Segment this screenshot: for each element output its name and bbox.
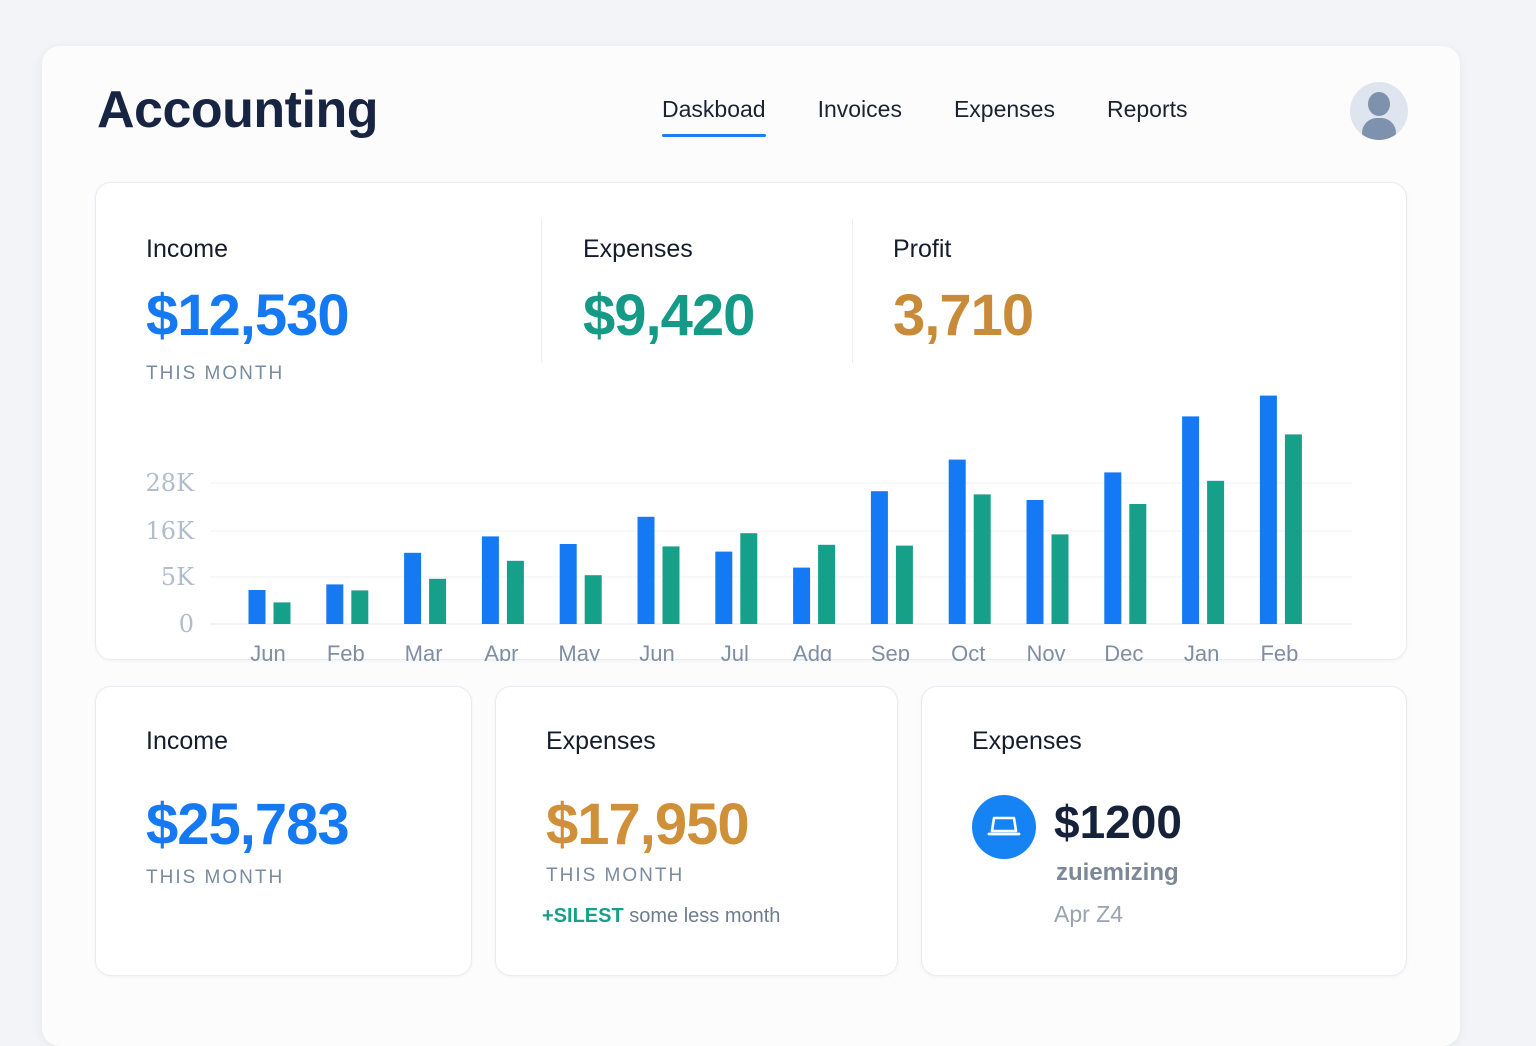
expenses-label: Expenses	[583, 235, 693, 263]
expenses-bar[interactable]	[895, 545, 913, 624]
latest-expense-date: Apr Z4	[1054, 901, 1124, 927]
expenses-bar[interactable]	[1284, 434, 1302, 624]
expenses-bar[interactable]	[662, 546, 680, 624]
income-bar[interactable]	[1026, 500, 1044, 624]
overview-card: Income $12,530 THIS MONTH Expenses $9,42…	[95, 182, 1407, 661]
nav-item-reports[interactable]: Reports	[1106, 96, 1188, 122]
profit-value: 3,710	[893, 283, 1034, 348]
latest-expense-card: Expenses $1200 zuiemizing Apr Z4	[921, 686, 1407, 976]
x-tick-label: Jan	[1184, 641, 1219, 661]
app-title: Accounting	[97, 81, 378, 139]
income-value: $12,530	[146, 283, 350, 348]
y-tick-label: 0	[179, 610, 194, 638]
y-tick-label: 16K	[146, 517, 196, 545]
income-card-label: Income	[146, 727, 228, 755]
income-card: Income $25,783 THIS MONTH	[95, 686, 472, 976]
nav-item-dashboard[interactable]: Daskboad	[662, 96, 766, 137]
nav-item-invoices[interactable]: Invoices	[817, 96, 902, 122]
x-tick-label: Jul	[721, 641, 749, 661]
x-tick-label: Adg	[793, 641, 832, 661]
income-bar[interactable]	[1182, 416, 1200, 624]
user-avatar-icon[interactable]	[1350, 82, 1408, 140]
expenses-card-note: +SILEST some less month	[542, 905, 780, 928]
expenses-bar[interactable]	[973, 494, 991, 624]
x-tick-label: May	[558, 641, 600, 661]
laptop-icon	[972, 795, 1036, 859]
latest-expense-label: Expenses	[972, 727, 1082, 755]
expenses-card: Expenses $17,950 THIS MONTH +SILEST some…	[495, 686, 898, 976]
expenses-card-period: THIS MONTH	[546, 865, 685, 886]
profit-stat: Profit 3,710	[893, 235, 1034, 349]
note-highlight: +SILEST	[542, 905, 624, 927]
expenses-bar[interactable]	[584, 575, 602, 624]
latest-expense-amount: $1200	[1054, 796, 1182, 848]
divider	[541, 219, 542, 363]
expenses-card-value: $17,950	[546, 792, 750, 857]
income-bar[interactable]	[793, 567, 811, 624]
income-bar[interactable]	[637, 516, 655, 624]
x-tick-label: Feb	[327, 641, 365, 661]
x-tick-label: Sep	[871, 641, 910, 661]
income-card-value: $25,783	[146, 792, 350, 857]
x-tick-label: Nov	[1026, 641, 1065, 661]
monthly-bar-chart: 0 5K 16K 28K Jun Feb Mar Apr May Jun Jul Adg Sep Oct N…	[146, 395, 1352, 661]
x-tick-label: Mar	[405, 641, 443, 661]
expenses-bar[interactable]	[506, 560, 524, 624]
divider	[852, 219, 853, 363]
income-bar[interactable]	[870, 491, 888, 624]
x-tick-label: Jun	[639, 641, 674, 661]
app-window: Accounting Daskboad Invoices Expenses Re…	[42, 46, 1460, 1046]
x-tick-label: Dec	[1104, 641, 1143, 661]
income-bar[interactable]	[948, 459, 966, 624]
income-card-period: THIS MONTH	[146, 867, 285, 888]
expenses-card-label: Expenses	[546, 727, 656, 755]
latest-expense-name: zuiemizing	[1056, 859, 1179, 886]
expenses-bar[interactable]	[429, 578, 447, 624]
income-bar[interactable]	[326, 584, 344, 624]
expenses-value: $9,420	[583, 283, 755, 348]
expenses-bar[interactable]	[740, 533, 758, 624]
income-stat: Income $12,530 THIS MONTH	[146, 235, 350, 385]
expenses-bar[interactable]	[1207, 480, 1225, 624]
y-tick-label: 5K	[161, 563, 195, 591]
expenses-stat: Expenses $9,420	[583, 235, 755, 349]
note-text: some less month	[623, 905, 781, 927]
income-period: THIS MONTH	[146, 363, 285, 384]
expenses-bar[interactable]	[1129, 504, 1147, 624]
income-label: Income	[146, 235, 228, 263]
income-bar[interactable]	[1104, 472, 1122, 624]
x-tick-label: Oct	[951, 641, 985, 661]
income-bar[interactable]	[404, 552, 422, 624]
profit-label: Profit	[893, 235, 952, 263]
x-tick-label: Feb	[1260, 641, 1298, 661]
x-tick-label: Apr	[484, 641, 518, 661]
x-tick-label: Jun	[250, 641, 285, 661]
expenses-bar[interactable]	[818, 544, 836, 624]
income-bar[interactable]	[715, 551, 733, 624]
income-bar[interactable]	[248, 590, 266, 624]
income-bar[interactable]	[481, 536, 499, 624]
expenses-bar[interactable]	[351, 590, 369, 624]
y-tick-label: 28K	[146, 469, 196, 497]
expenses-bar[interactable]	[273, 602, 291, 624]
income-bar[interactable]	[559, 544, 577, 624]
expenses-bar[interactable]	[1051, 534, 1069, 624]
nav-item-expenses[interactable]: Expenses	[953, 96, 1055, 122]
top-nav: Daskboad Invoices Expenses Reports	[662, 96, 1240, 137]
income-bar[interactable]	[1259, 395, 1277, 624]
